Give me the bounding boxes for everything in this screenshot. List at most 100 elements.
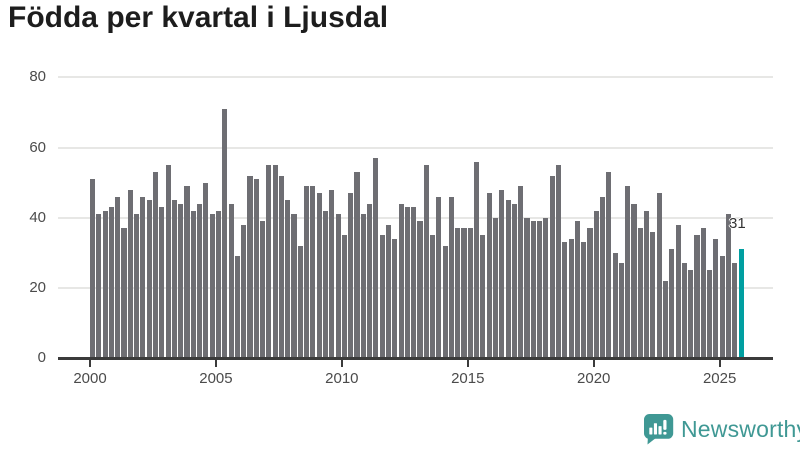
bar — [178, 203, 184, 358]
bar — [127, 189, 133, 358]
bar — [486, 193, 492, 358]
x-tick-label: 2025 — [702, 370, 737, 387]
bar — [455, 228, 461, 358]
bar — [719, 256, 725, 358]
bar — [549, 175, 555, 358]
bar — [656, 193, 662, 358]
bar — [707, 270, 713, 358]
bar — [713, 238, 719, 358]
bar — [530, 221, 536, 358]
bar — [385, 224, 392, 358]
bar — [625, 186, 631, 358]
bar — [562, 242, 568, 358]
bar — [587, 228, 593, 358]
bar — [367, 203, 373, 358]
bar — [662, 280, 669, 358]
bar — [146, 200, 152, 358]
bar — [574, 221, 580, 358]
gridline-80 — [58, 76, 773, 79]
bar — [322, 210, 329, 358]
bar — [555, 165, 562, 358]
bar — [285, 200, 291, 358]
bar — [669, 249, 675, 358]
y-tick-label: 80 — [29, 68, 46, 86]
y-tick-label: 60 — [29, 138, 46, 156]
bar — [152, 172, 159, 358]
bar — [134, 214, 140, 358]
bar — [404, 207, 410, 358]
bar — [316, 193, 322, 358]
y-tick-label: 0 — [37, 349, 46, 366]
bar — [354, 172, 360, 358]
y-tick-label: 40 — [29, 208, 46, 226]
bar — [631, 203, 637, 358]
bar — [115, 196, 121, 358]
bar-highlighted — [738, 249, 744, 358]
bar — [228, 203, 234, 358]
bar — [568, 238, 574, 358]
bar — [159, 207, 165, 358]
x-tick-label: 2005 — [199, 370, 233, 387]
bar — [197, 203, 203, 358]
bar — [304, 186, 310, 358]
bar — [96, 214, 102, 358]
bar — [600, 196, 606, 358]
bar — [260, 221, 266, 358]
bar — [732, 263, 738, 358]
x-tick-mark — [89, 360, 91, 367]
bar — [108, 207, 114, 358]
bar — [448, 196, 454, 358]
x-tick-label: 2020 — [577, 370, 611, 387]
bar — [524, 217, 530, 358]
bar — [681, 263, 687, 358]
bar — [348, 193, 354, 358]
x-tick-mark — [718, 360, 721, 367]
bar — [278, 175, 284, 358]
bar — [253, 179, 259, 358]
bar — [644, 210, 650, 358]
bar — [480, 235, 486, 358]
bar — [297, 245, 303, 358]
bar — [272, 165, 278, 358]
bar — [335, 214, 341, 358]
bar — [593, 210, 599, 358]
bar — [209, 214, 215, 358]
bar — [102, 210, 108, 358]
bar — [291, 214, 297, 358]
bar — [360, 214, 366, 358]
bar — [247, 175, 253, 358]
bar — [215, 210, 222, 358]
bar — [190, 210, 196, 358]
x-tick-label: 2000 — [73, 370, 107, 387]
bar — [543, 217, 549, 358]
bar — [184, 186, 190, 358]
bar — [373, 158, 379, 358]
x-tick-mark — [466, 360, 469, 367]
bar — [341, 235, 347, 358]
chart-title: Födda per kvartal i Ljusdal — [8, 1, 389, 34]
bar — [694, 235, 700, 358]
bar — [612, 252, 618, 358]
bar — [423, 165, 429, 358]
bar — [411, 207, 417, 358]
gridline-60 — [58, 146, 773, 149]
x-tick-mark — [214, 360, 217, 367]
brand-footer: Newsworthy — [643, 413, 800, 446]
bar — [222, 108, 228, 358]
x-tick-label: 2015 — [451, 370, 485, 387]
bar — [329, 189, 335, 358]
bar — [467, 228, 473, 358]
bar — [700, 228, 706, 358]
bar — [675, 224, 681, 358]
bar — [461, 228, 467, 358]
bar — [90, 179, 96, 358]
bar — [140, 196, 146, 358]
bar — [499, 189, 505, 358]
bar — [171, 200, 177, 358]
bar — [637, 228, 643, 358]
x-tick-label: 2010 — [325, 370, 359, 387]
bar — [241, 224, 247, 358]
x-axis-line — [58, 357, 773, 360]
bar — [518, 186, 524, 358]
